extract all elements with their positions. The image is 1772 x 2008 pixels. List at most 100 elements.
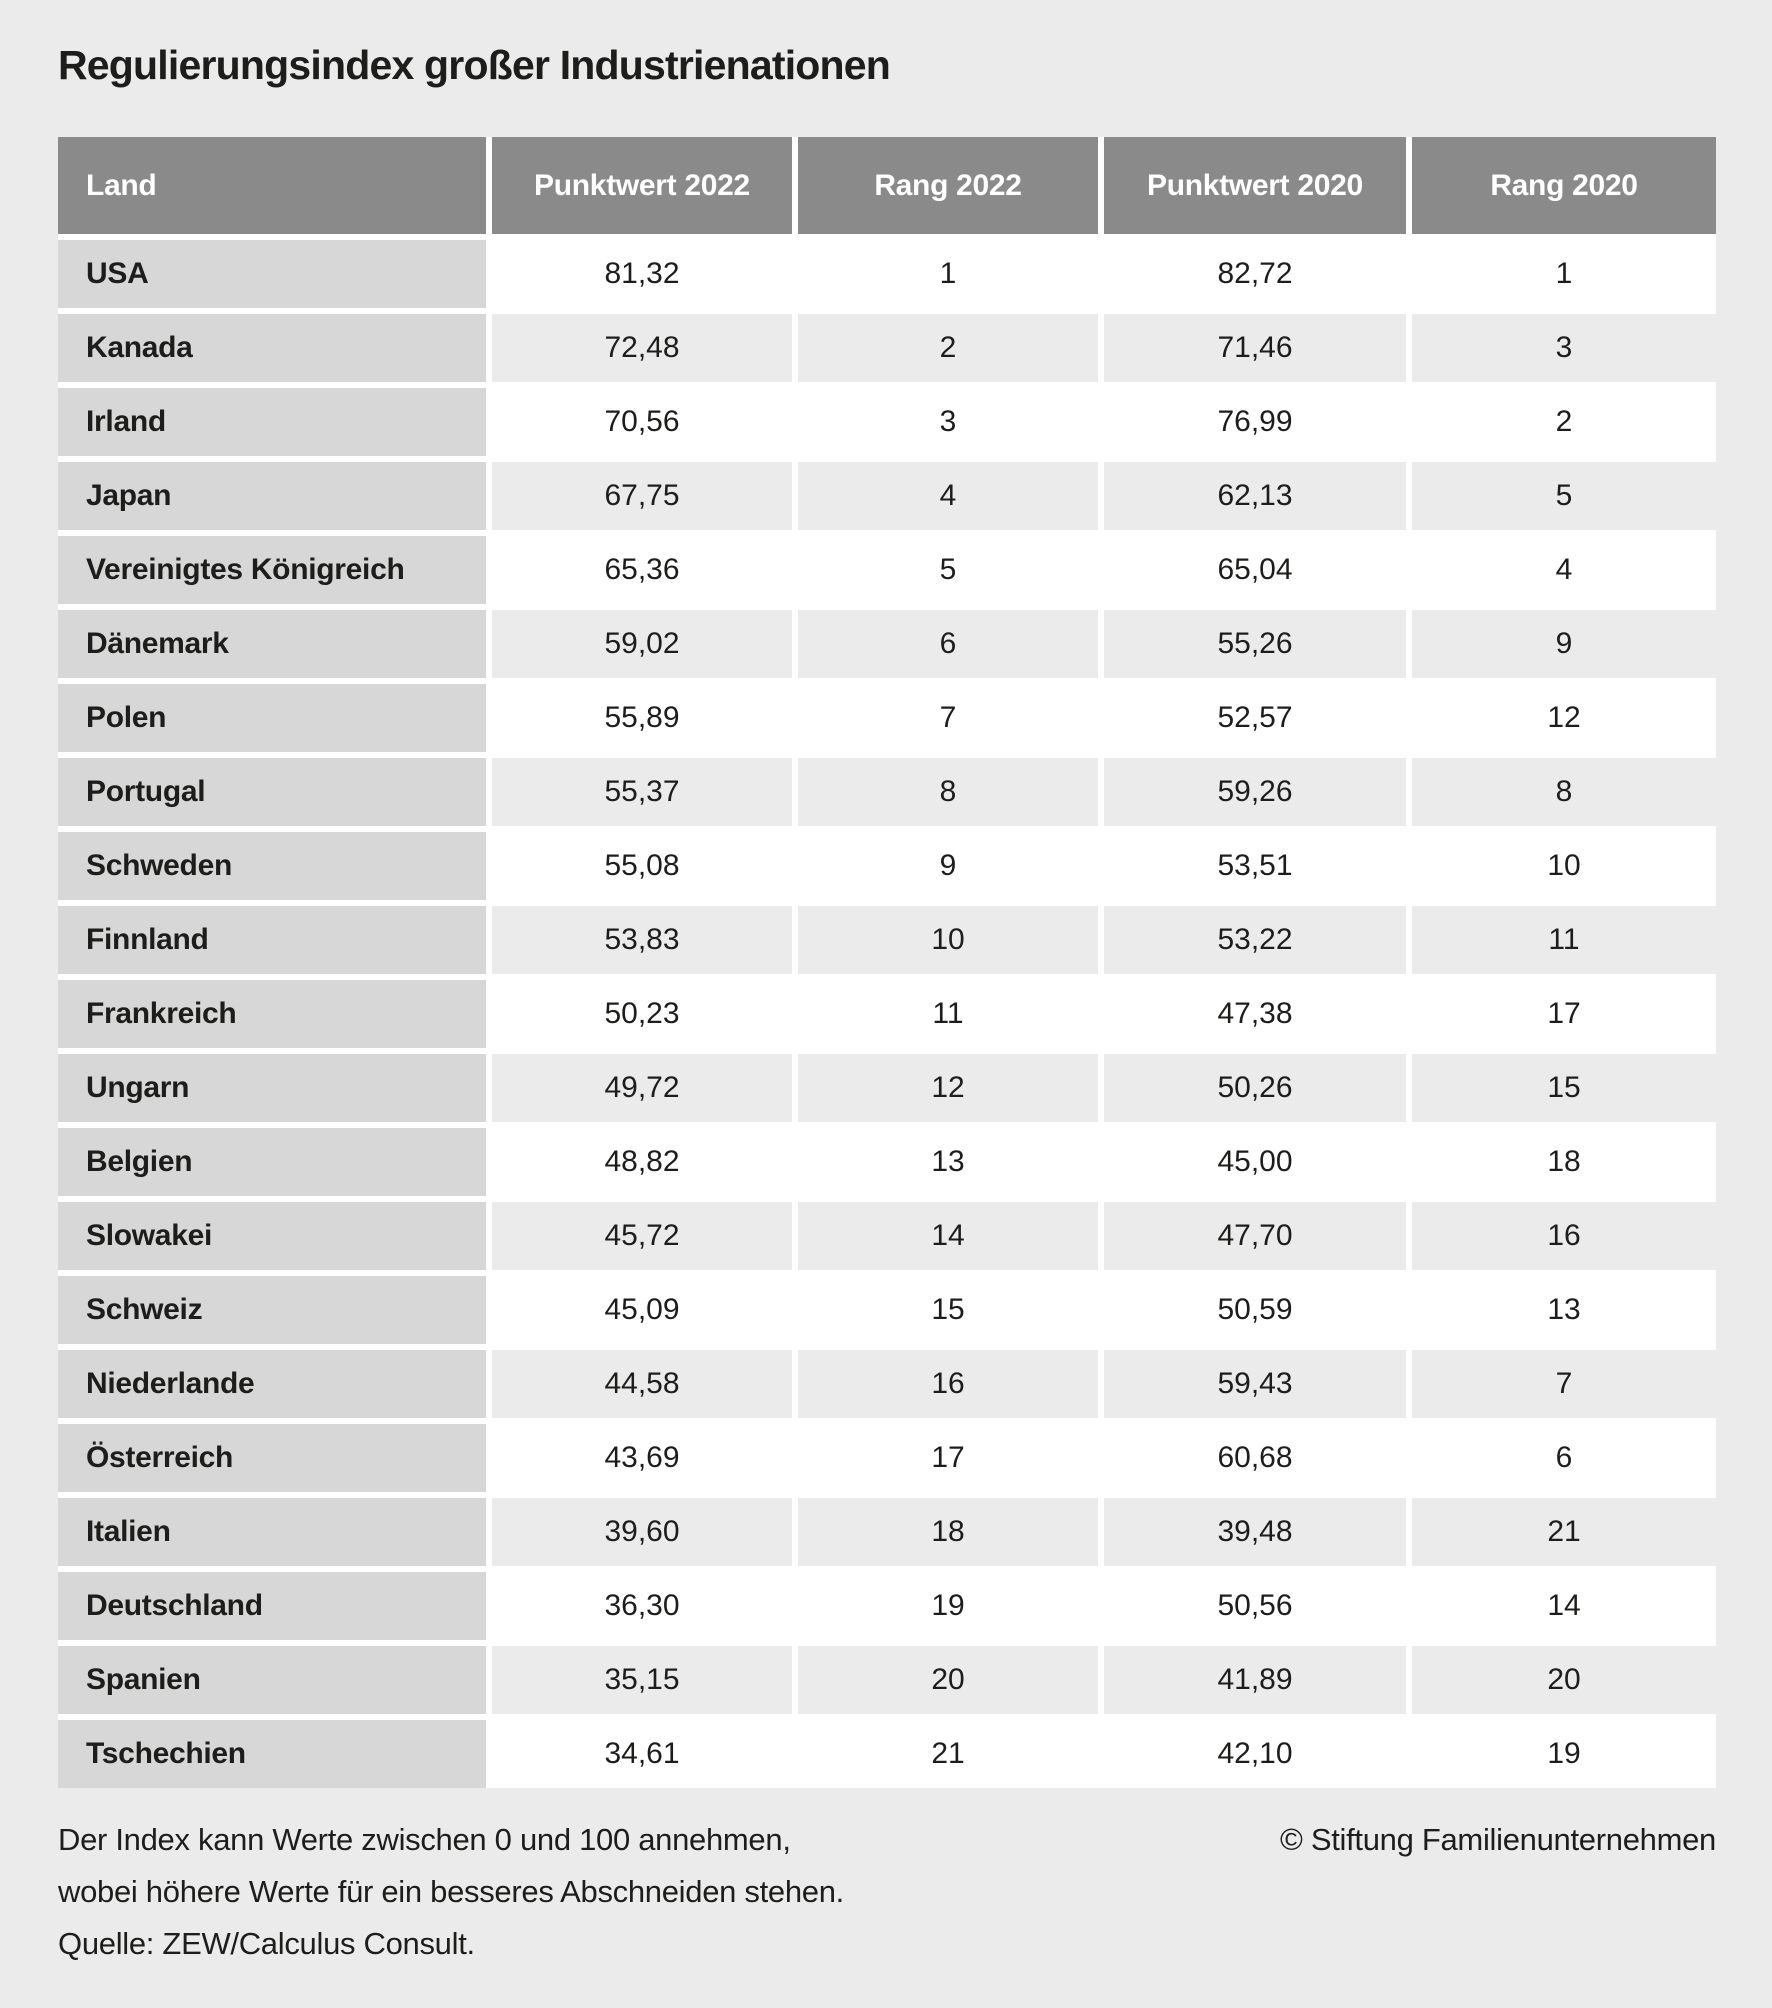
- value-cell-punktwert-2022: 53,83: [492, 906, 792, 974]
- value-cell-rang-2020: 3: [1412, 314, 1716, 382]
- value-cell-punktwert-2022: 36,30: [492, 1572, 792, 1640]
- value-cell-punktwert-2022: 35,15: [492, 1646, 792, 1714]
- value-cell-rang-2022: 12: [798, 1054, 1098, 1122]
- value-cell-punktwert-2020: 52,57: [1104, 684, 1406, 752]
- value-cell-rang-2022: 17: [798, 1424, 1098, 1492]
- value-cell-rang-2020: 10: [1412, 832, 1716, 900]
- land-cell: Portugal: [58, 758, 486, 826]
- value-cell-punktwert-2022: 55,89: [492, 684, 792, 752]
- value-cell-punktwert-2020: 62,13: [1104, 462, 1406, 530]
- value-cell-rang-2022: 10: [798, 906, 1098, 974]
- value-cell-rang-2022: 18: [798, 1498, 1098, 1566]
- value-cell-rang-2022: 6: [798, 610, 1098, 678]
- value-cell-punktwert-2020: 60,68: [1104, 1424, 1406, 1492]
- value-cell-rang-2022: 7: [798, 684, 1098, 752]
- page-title: Regulierungsindex großer Industrienation…: [58, 42, 891, 88]
- value-cell-punktwert-2022: 67,75: [492, 462, 792, 530]
- value-cell-punktwert-2022: 59,02: [492, 610, 792, 678]
- land-cell: Italien: [58, 1498, 486, 1566]
- value-cell-punktwert-2022: 55,37: [492, 758, 792, 826]
- value-cell-rang-2020: 6: [1412, 1424, 1716, 1492]
- value-cell-rang-2020: 1: [1412, 240, 1716, 308]
- column-header-rang-2022: Rang 2022: [798, 137, 1098, 234]
- value-cell-rang-2020: 8: [1412, 758, 1716, 826]
- index-note-line-1: Der Index kann Werte zwischen 0 und 100 …: [58, 1822, 791, 1857]
- value-cell-punktwert-2022: 34,61: [492, 1720, 792, 1788]
- source-note: Quelle: ZEW/Calculus Consult.: [58, 1926, 475, 1961]
- regulation-index-table: Land Punktwert 2022 Rang 2022 Punktwert 202…: [58, 137, 1716, 1788]
- footer: Der Index kann Werte zwischen 0 und 100 …: [58, 1814, 1716, 1970]
- value-cell-punktwert-2020: 39,48: [1104, 1498, 1406, 1566]
- value-cell-rang-2020: 15: [1412, 1054, 1716, 1122]
- value-cell-punktwert-2022: 45,09: [492, 1276, 792, 1344]
- land-cell: Polen: [58, 684, 486, 752]
- land-cell: Finnland: [58, 906, 486, 974]
- value-cell-punktwert-2022: 43,69: [492, 1424, 792, 1492]
- value-cell-punktwert-2020: 53,22: [1104, 906, 1406, 974]
- value-cell-punktwert-2020: 47,70: [1104, 1202, 1406, 1270]
- land-cell: Belgien: [58, 1128, 486, 1196]
- value-cell-punktwert-2020: 65,04: [1104, 536, 1406, 604]
- value-cell-punktwert-2020: 45,00: [1104, 1128, 1406, 1196]
- value-cell-punktwert-2020: 71,46: [1104, 314, 1406, 382]
- value-cell-rang-2022: 2: [798, 314, 1098, 382]
- land-cell: USA: [58, 240, 486, 308]
- value-cell-punktwert-2022: 39,60: [492, 1498, 792, 1566]
- value-cell-punktwert-2020: 76,99: [1104, 388, 1406, 456]
- value-cell-punktwert-2022: 48,82: [492, 1128, 792, 1196]
- copyright-note: © Stiftung Familienunternehmen: [1279, 1822, 1716, 1857]
- land-cell: Frankreich: [58, 980, 486, 1048]
- value-cell-punktwert-2020: 55,26: [1104, 610, 1406, 678]
- land-cell: Kanada: [58, 314, 486, 382]
- value-cell-punktwert-2020: 41,89: [1104, 1646, 1406, 1714]
- value-cell-rang-2020: 20: [1412, 1646, 1716, 1714]
- value-cell-rang-2022: 9: [798, 832, 1098, 900]
- land-cell: Österreich: [58, 1424, 486, 1492]
- footnote-block: Der Index kann Werte zwischen 0 und 100 …: [58, 1814, 844, 1970]
- value-cell-punktwert-2020: 53,51: [1104, 832, 1406, 900]
- land-cell: Vereinigtes Königreich: [58, 536, 486, 604]
- value-cell-rang-2022: 21: [798, 1720, 1098, 1788]
- column-header-rang-2020: Rang 2020: [1412, 137, 1716, 234]
- land-cell: Spanien: [58, 1646, 486, 1714]
- value-cell-rang-2020: 18: [1412, 1128, 1716, 1196]
- value-cell-punktwert-2020: 59,26: [1104, 758, 1406, 826]
- column-header-land: Land: [58, 137, 486, 234]
- value-cell-rang-2022: 15: [798, 1276, 1098, 1344]
- value-cell-rang-2020: 11: [1412, 906, 1716, 974]
- value-cell-punktwert-2020: 50,26: [1104, 1054, 1406, 1122]
- value-cell-rang-2020: 2: [1412, 388, 1716, 456]
- value-cell-punktwert-2020: 42,10: [1104, 1720, 1406, 1788]
- land-cell: Deutschland: [58, 1572, 486, 1640]
- land-cell: Japan: [58, 462, 486, 530]
- land-cell: Dänemark: [58, 610, 486, 678]
- value-cell-punktwert-2020: 50,56: [1104, 1572, 1406, 1640]
- land-cell: Ungarn: [58, 1054, 486, 1122]
- value-cell-punktwert-2020: 82,72: [1104, 240, 1406, 308]
- value-cell-rang-2020: 16: [1412, 1202, 1716, 1270]
- land-cell: Schweiz: [58, 1276, 486, 1344]
- value-cell-punktwert-2020: 59,43: [1104, 1350, 1406, 1418]
- value-cell-rang-2020: 21: [1412, 1498, 1716, 1566]
- value-cell-rang-2022: 4: [798, 462, 1098, 530]
- land-cell: Slowakei: [58, 1202, 486, 1270]
- value-cell-rang-2022: 13: [798, 1128, 1098, 1196]
- value-cell-punktwert-2020: 47,38: [1104, 980, 1406, 1048]
- value-cell-rang-2022: 11: [798, 980, 1098, 1048]
- value-cell-rang-2020: 17: [1412, 980, 1716, 1048]
- value-cell-punktwert-2022: 55,08: [492, 832, 792, 900]
- value-cell-rang-2022: 14: [798, 1202, 1098, 1270]
- value-cell-rang-2020: 12: [1412, 684, 1716, 752]
- land-cell: Tschechien: [58, 1720, 486, 1788]
- value-cell-punktwert-2022: 44,58: [492, 1350, 792, 1418]
- value-cell-rang-2022: 3: [798, 388, 1098, 456]
- value-cell-rang-2022: 1: [798, 240, 1098, 308]
- value-cell-rang-2022: 8: [798, 758, 1098, 826]
- index-note-line-2: wobei höhere Werte für ein besseres Absc…: [58, 1874, 844, 1909]
- value-cell-rang-2020: 13: [1412, 1276, 1716, 1344]
- value-cell-punktwert-2022: 45,72: [492, 1202, 792, 1270]
- value-cell-rang-2022: 20: [798, 1646, 1098, 1714]
- value-cell-rang-2022: 5: [798, 536, 1098, 604]
- value-cell-rang-2020: 19: [1412, 1720, 1716, 1788]
